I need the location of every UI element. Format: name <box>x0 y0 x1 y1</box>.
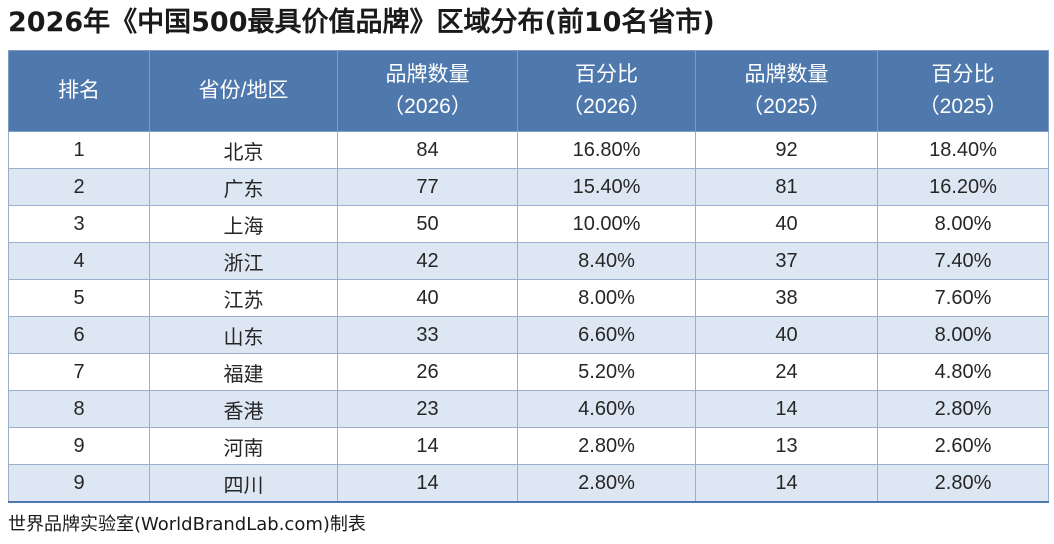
header-count-2026-label: 品牌数量 <box>385 63 470 86</box>
cell-percent-2026: 4.60% <box>517 390 696 428</box>
table-row: 2 广东 77 15.40% 81 16.20% <box>8 168 1049 206</box>
cell-percent-2025: 2.80% <box>877 390 1049 428</box>
cell-percent-2025: 2.80% <box>877 464 1049 503</box>
cell-region: 北京 <box>149 131 338 169</box>
table-row: 3 上海 50 10.00% 40 8.00% <box>8 205 1049 243</box>
cell-percent-2026: 16.80% <box>517 131 696 169</box>
table-header: 排名 省份/地区 品牌数量 （2026） 百分比 （2026） 品牌数量 （20… <box>8 50 1049 132</box>
cell-rank: 6 <box>8 316 150 354</box>
source-credit: 世界品牌实验室(WorldBrandLab.com)制表 <box>8 514 366 535</box>
header-percent-2026-year: （2026） <box>562 95 651 118</box>
cell-count-2025: 14 <box>695 464 878 503</box>
header-rank: 排名 <box>8 50 150 132</box>
cell-percent-2026: 6.60% <box>517 316 696 354</box>
cell-percent-2026: 10.00% <box>517 205 696 243</box>
header-count-2025-year: （2025） <box>742 95 831 118</box>
cell-count-2026: 23 <box>337 390 518 428</box>
header-rank-label: 排名 <box>58 79 100 102</box>
cell-rank: 1 <box>8 131 150 169</box>
header-count-2026: 品牌数量 （2026） <box>337 50 518 132</box>
cell-count-2025: 37 <box>695 242 878 280</box>
cell-percent-2025: 16.20% <box>877 168 1049 206</box>
table-row: 9 四川 14 2.80% 14 2.80% <box>8 464 1049 503</box>
cell-percent-2025: 7.40% <box>877 242 1049 280</box>
cell-percent-2026: 8.00% <box>517 279 696 317</box>
header-count-2025-label: 品牌数量 <box>744 63 829 86</box>
table-row: 7 福建 26 5.20% 24 4.80% <box>8 353 1049 391</box>
cell-region: 河南 <box>149 427 338 465</box>
table-row: 6 山东 33 6.60% 40 8.00% <box>8 316 1049 354</box>
header-percent-2026-label: 百分比 <box>575 63 638 86</box>
cell-count-2025: 38 <box>695 279 878 317</box>
cell-count-2025: 40 <box>695 316 878 354</box>
header-percent-2025: 百分比 （2025） <box>877 50 1049 132</box>
cell-count-2025: 14 <box>695 390 878 428</box>
cell-region: 江苏 <box>149 279 338 317</box>
header-percent-2025-label: 百分比 <box>931 63 995 86</box>
table-row: 8 香港 23 4.60% 14 2.80% <box>8 390 1049 428</box>
cell-rank: 9 <box>8 464 150 503</box>
cell-count-2025: 13 <box>695 427 878 465</box>
cell-count-2025: 24 <box>695 353 878 391</box>
cell-rank: 3 <box>8 205 150 243</box>
cell-percent-2025: 8.00% <box>877 316 1049 354</box>
cell-count-2026: 42 <box>337 242 518 280</box>
table-row: 9 河南 14 2.80% 13 2.60% <box>8 427 1049 465</box>
cell-count-2025: 81 <box>695 168 878 206</box>
cell-count-2025: 40 <box>695 205 878 243</box>
cell-rank: 9 <box>8 427 150 465</box>
cell-count-2026: 84 <box>337 131 518 169</box>
cell-count-2026: 50 <box>337 205 518 243</box>
cell-region: 上海 <box>149 205 338 243</box>
cell-percent-2026: 5.20% <box>517 353 696 391</box>
cell-count-2026: 14 <box>337 464 518 503</box>
cell-region: 广东 <box>149 168 338 206</box>
cell-count-2026: 33 <box>337 316 518 354</box>
header-percent-2026: 百分比 （2026） <box>517 50 696 132</box>
cell-percent-2025: 4.80% <box>877 353 1049 391</box>
cell-rank: 2 <box>8 168 150 206</box>
header-region: 省份/地区 <box>149 50 338 132</box>
cell-percent-2025: 18.40% <box>877 131 1049 169</box>
cell-count-2025: 92 <box>695 131 878 169</box>
cell-percent-2026: 15.40% <box>517 168 696 206</box>
cell-count-2026: 26 <box>337 353 518 391</box>
header-region-label: 省份/地区 <box>198 79 289 102</box>
cell-region: 浙江 <box>149 242 338 280</box>
cell-count-2026: 77 <box>337 168 518 206</box>
header-row: 排名 省份/地区 品牌数量 （2026） 百分比 （2026） 品牌数量 （20… <box>8 50 1049 132</box>
cell-count-2026: 14 <box>337 427 518 465</box>
brand-distribution-table: 排名 省份/地区 品牌数量 （2026） 百分比 （2026） 品牌数量 （20… <box>8 50 1049 503</box>
cell-region: 四川 <box>149 464 338 503</box>
cell-percent-2026: 2.80% <box>517 427 696 465</box>
cell-percent-2025: 8.00% <box>877 205 1049 243</box>
cell-percent-2026: 8.40% <box>517 242 696 280</box>
cell-region: 香港 <box>149 390 338 428</box>
cell-rank: 7 <box>8 353 150 391</box>
cell-percent-2026: 2.80% <box>517 464 696 503</box>
cell-count-2026: 40 <box>337 279 518 317</box>
table-body: 1 北京 84 16.80% 92 18.40% 2 广东 77 15.40% … <box>8 131 1049 503</box>
table-row: 1 北京 84 16.80% 92 18.40% <box>8 131 1049 169</box>
header-percent-2025-year: （2025） <box>918 95 1008 118</box>
table-row: 4 浙江 42 8.40% 37 7.40% <box>8 242 1049 280</box>
cell-region: 山东 <box>149 316 338 354</box>
header-count-2025: 品牌数量 （2025） <box>695 50 878 132</box>
cell-percent-2025: 7.60% <box>877 279 1049 317</box>
table-row: 5 江苏 40 8.00% 38 7.60% <box>8 279 1049 317</box>
header-count-2026-year: （2026） <box>383 95 472 118</box>
cell-percent-2025: 2.60% <box>877 427 1049 465</box>
cell-rank: 8 <box>8 390 150 428</box>
page-title: 2026年《中国500最具价值品牌》区域分布(前10名省市) <box>8 7 715 38</box>
cell-rank: 5 <box>8 279 150 317</box>
cell-rank: 4 <box>8 242 150 280</box>
cell-region: 福建 <box>149 353 338 391</box>
